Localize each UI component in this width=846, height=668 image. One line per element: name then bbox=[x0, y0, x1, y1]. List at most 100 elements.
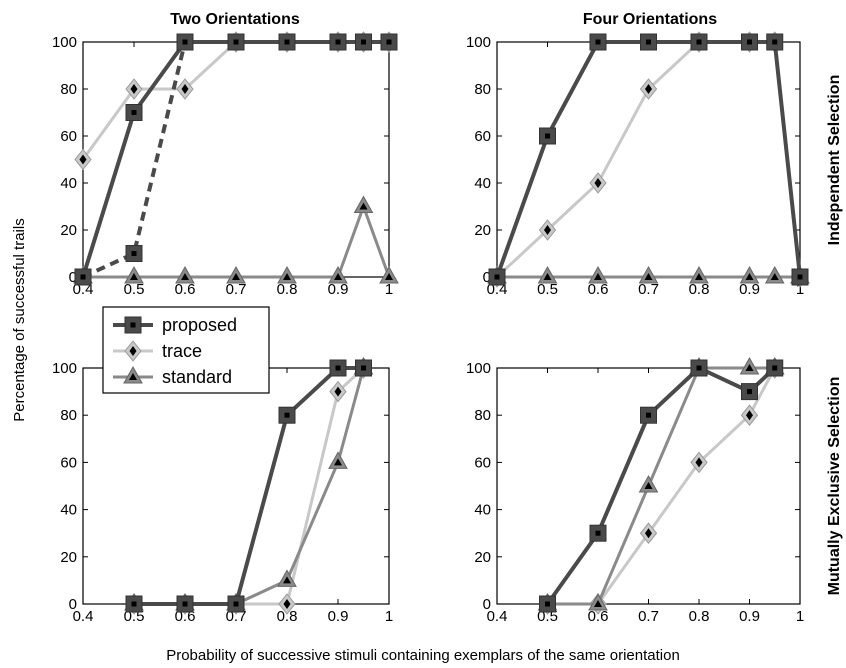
x-tick-label: 1 bbox=[385, 281, 393, 298]
series-line-proposed bbox=[545, 365, 777, 606]
point-trace-center bbox=[645, 528, 652, 539]
point-trace-center bbox=[79, 154, 87, 165]
point-standard-center bbox=[745, 364, 754, 371]
legend-marker-trace-center bbox=[129, 346, 137, 356]
series-proposed bbox=[125, 359, 372, 613]
point-proposed-center bbox=[335, 39, 341, 45]
point-proposed-center bbox=[747, 39, 752, 45]
point-standard-center bbox=[543, 273, 552, 280]
point-standard-center bbox=[283, 273, 291, 280]
axes-frame bbox=[496, 41, 801, 278]
y-tick-label: 60 bbox=[60, 454, 77, 471]
y-tick-label: 60 bbox=[60, 128, 77, 145]
point-proposed-center bbox=[284, 412, 290, 418]
point-proposed-center bbox=[335, 365, 341, 371]
point-proposed-center bbox=[233, 39, 239, 45]
point-standard-center bbox=[385, 273, 393, 280]
row-title-exclusive: Mutually Exclusive Selection bbox=[826, 377, 843, 596]
x-tick-label: 0.9 bbox=[328, 608, 349, 625]
point-trace-center bbox=[544, 225, 551, 235]
legend-marker-proposed-center bbox=[130, 322, 136, 328]
x-tick-label: 0.6 bbox=[588, 608, 609, 625]
y-tick-label: 100 bbox=[466, 360, 491, 377]
point-standard-center bbox=[770, 273, 779, 280]
legend-marker-standard-center bbox=[129, 373, 137, 380]
legend-item-standard: standard bbox=[113, 365, 232, 387]
point-proposed-center bbox=[595, 530, 601, 536]
y-tick-label: 20 bbox=[474, 549, 491, 566]
y-tick-label: 100 bbox=[52, 360, 77, 377]
x-tick-label: 0.7 bbox=[638, 281, 659, 298]
y-tick-label: 60 bbox=[474, 128, 491, 145]
series-standard bbox=[73, 195, 399, 284]
y-tick-label: 0 bbox=[69, 269, 77, 286]
point-proposed-center bbox=[494, 274, 500, 280]
legend-item-trace: trace bbox=[113, 340, 202, 362]
row-title-independent: Independent Selection bbox=[826, 75, 843, 246]
x-tick-label: 0.7 bbox=[638, 608, 659, 625]
point-standard-center bbox=[745, 273, 754, 280]
y-tick-label: 80 bbox=[60, 407, 77, 424]
x-tick-label: 0.8 bbox=[277, 281, 298, 298]
y-tick-label: 40 bbox=[60, 175, 77, 192]
col-title-two: Two Orientations bbox=[170, 11, 300, 28]
y-axis-label: Percentage of successful trails bbox=[11, 218, 28, 421]
point-proposed-center bbox=[361, 39, 366, 45]
y-tick-label: 40 bbox=[60, 502, 77, 519]
x-tick-label: 1 bbox=[796, 281, 804, 298]
x-tick-label: 0.4 bbox=[73, 608, 94, 625]
series-line-proposed bbox=[82, 41, 187, 279]
point-proposed-center bbox=[545, 601, 550, 607]
point-trace-center bbox=[746, 410, 753, 421]
point-standard-center bbox=[334, 458, 342, 466]
point-trace-center bbox=[695, 457, 703, 468]
series-trace bbox=[488, 31, 809, 288]
y-tick-label: 20 bbox=[474, 222, 491, 239]
y-tick-label: 100 bbox=[466, 34, 491, 51]
x-tick-label: 0.7 bbox=[226, 281, 247, 298]
legend: proposed trace standard bbox=[102, 306, 270, 394]
point-trace-center bbox=[181, 84, 189, 94]
point-proposed-center bbox=[797, 274, 803, 280]
point-proposed-center bbox=[772, 39, 778, 45]
point-standard-center bbox=[130, 273, 138, 280]
point-proposed-center bbox=[646, 412, 651, 418]
point-proposed-center bbox=[361, 365, 366, 371]
series-line-standard bbox=[134, 367, 365, 606]
point-trace-center bbox=[594, 178, 602, 188]
x-tick-label: 0.6 bbox=[588, 281, 609, 298]
point-standard-center bbox=[334, 273, 342, 280]
x-tick-label: 0.8 bbox=[277, 608, 298, 625]
point-proposed-center bbox=[80, 274, 86, 280]
x-tick-label: 1 bbox=[385, 608, 393, 625]
legend-label-trace: trace bbox=[162, 341, 202, 361]
x-tick-label: 0.9 bbox=[739, 608, 760, 625]
y-tick-label: 60 bbox=[474, 454, 491, 471]
point-proposed-center bbox=[747, 389, 752, 395]
point-proposed-center bbox=[182, 601, 188, 607]
y-tick-label: 40 bbox=[474, 175, 491, 192]
x-axis-label: Probability of successive stimuli contai… bbox=[166, 647, 680, 664]
legend-label-proposed: proposed bbox=[162, 315, 237, 335]
series-line-trace bbox=[81, 40, 389, 161]
x-tick-label: 0.9 bbox=[739, 281, 760, 298]
point-proposed-center bbox=[284, 39, 290, 45]
y-tick-label: 0 bbox=[483, 596, 491, 613]
point-trace-center bbox=[283, 599, 291, 609]
point-proposed-center bbox=[131, 251, 137, 256]
point-standard-center bbox=[181, 273, 189, 280]
point-proposed-center bbox=[386, 39, 392, 45]
point-standard-center bbox=[594, 600, 602, 607]
point-proposed-center bbox=[182, 39, 188, 45]
series-line-proposed bbox=[495, 40, 802, 278]
point-standard-center bbox=[644, 273, 653, 280]
x-tick-label: 0.5 bbox=[537, 281, 558, 298]
series-proposed bbox=[488, 33, 809, 286]
point-proposed-center bbox=[696, 365, 702, 371]
point-proposed-center bbox=[646, 39, 651, 45]
y-tick-label: 0 bbox=[69, 596, 77, 613]
y-tick-label: 0 bbox=[483, 269, 491, 286]
series-trace bbox=[125, 357, 373, 615]
point-proposed-center bbox=[131, 110, 137, 115]
